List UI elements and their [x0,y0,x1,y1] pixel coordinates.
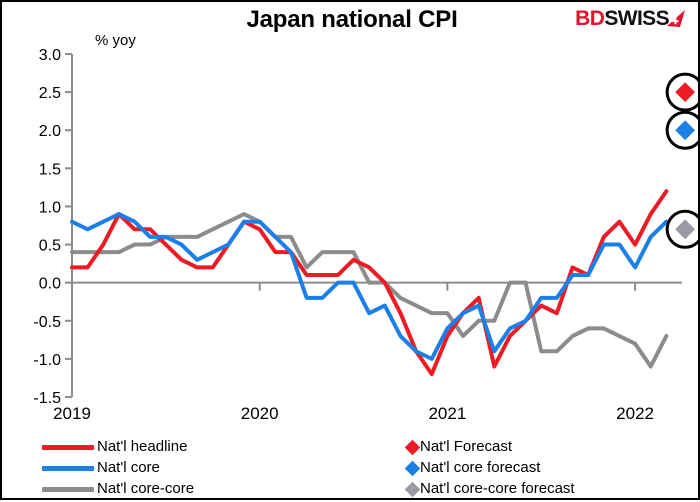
x-axis-tick-label: 2022 [616,404,654,423]
legend-item-label: Nat'l Forecast [420,438,513,455]
legend-diamond-swatch [404,481,421,498]
y-axis-tick-label: -1.0 [33,352,61,369]
axis-units-label: % yoy [95,32,136,49]
legend-diamond-swatch [404,439,421,456]
legend-line-swatch [42,487,94,492]
forecast-highlight-circle [665,209,700,249]
series-line [70,212,669,361]
legend-item-label: Nat'l core-core [97,480,195,497]
legend-line-swatch [42,466,94,471]
page-title: Japan national CPI [246,6,458,33]
forecast-highlight-circle [665,110,700,150]
y-axis-tick-label: -1.5 [33,390,61,407]
legend-item-label: Nat'l core-core forecast [420,480,575,497]
x-axis-tick-label: 2021 [428,404,466,423]
logo-text-bd: BD [575,7,605,30]
y-axis-tick-label: 0.5 [39,238,61,255]
legend-item-label: Nat'l core [97,459,160,476]
forecast-diamond-marker [675,120,696,141]
y-axis-tick-label: 0.0 [39,276,61,293]
forecast-highlight-circle [665,72,700,112]
forecast-diamond-marker [675,82,696,103]
y-axis-tick-label: 2.5 [39,85,61,102]
forecast-diamond-marker [675,219,696,240]
chart-legend: Nat'l headline Nat'l core Nat'l core-core N… [2,434,700,500]
logo-arrow-icon [666,9,686,29]
y-axis-tick-label: -0.5 [33,314,61,331]
legend-line-swatch [42,445,94,450]
series-line [70,212,669,369]
x-axis-tick-label: 2019 [53,404,91,423]
legend-diamond-swatch [404,460,421,477]
legend-item-label: Nat'l core forecast [420,459,541,476]
y-axis-tick-label: 1.5 [39,161,61,178]
legend-item-label: Nat'l headline [97,438,188,455]
y-axis-tick-label: 3.0 [39,47,61,64]
y-axis-tick-label: 1.0 [39,199,61,216]
logo-text-swiss: SWISS [604,7,669,30]
bdswiss-logo: BDSWISS [575,8,686,29]
x-axis-tick-label: 2020 [241,404,279,423]
y-axis-tick-label: 2.0 [39,123,61,140]
